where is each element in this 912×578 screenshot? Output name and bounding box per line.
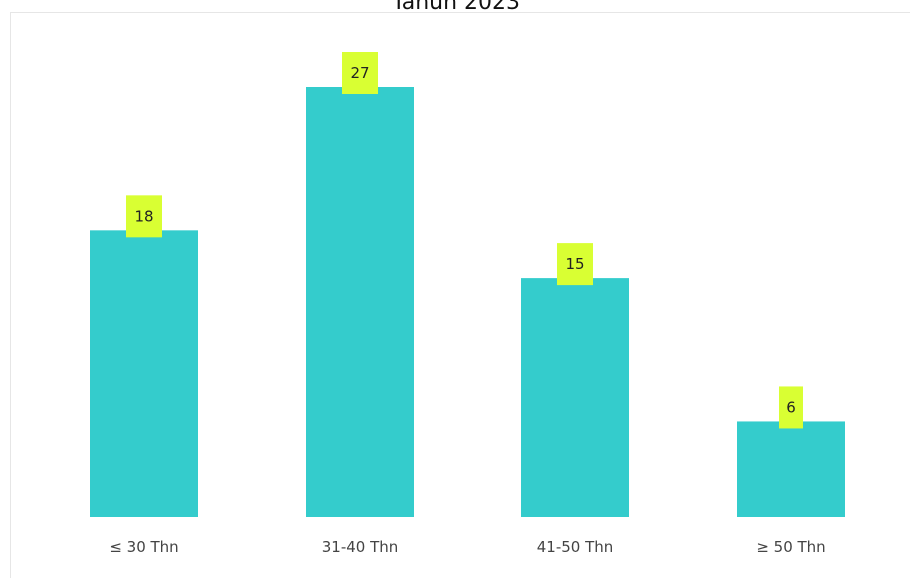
data-label-box-3 bbox=[557, 243, 593, 286]
chart-title: Tahun 2023 bbox=[391, 0, 521, 15]
data-labels-group: 18 27 15 6 bbox=[126, 52, 803, 429]
x-axis-tick-labels: ≤ 30 Thn 31-40 Thn 41-50 Thn ≥ 50 Thn bbox=[109, 538, 825, 556]
data-label-box-2 bbox=[342, 52, 378, 94]
bar-4 bbox=[737, 421, 845, 517]
data-label-box-4 bbox=[779, 386, 803, 429]
bars-group bbox=[90, 87, 845, 518]
data-label-4: 6 bbox=[786, 398, 796, 416]
data-label-1: 18 bbox=[134, 207, 153, 225]
bar-2 bbox=[306, 87, 414, 517]
plot-frame bbox=[10, 12, 910, 578]
data-label-box-1 bbox=[126, 195, 162, 238]
bar-1 bbox=[90, 230, 198, 518]
x-tick-label-2: 31-40 Thn bbox=[322, 538, 399, 556]
bar-3 bbox=[521, 278, 629, 517]
data-label-3: 15 bbox=[565, 255, 584, 273]
x-tick-label-4: ≥ 50 Thn bbox=[756, 538, 825, 556]
x-tick-label-1: ≤ 30 Thn bbox=[109, 538, 178, 556]
data-label-2: 27 bbox=[350, 64, 369, 82]
x-tick-label-3: 41-50 Thn bbox=[537, 538, 614, 556]
